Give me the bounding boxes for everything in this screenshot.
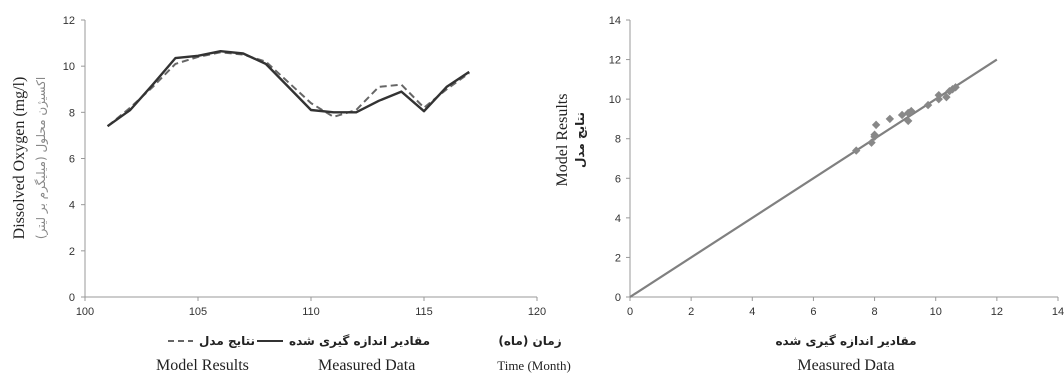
legend-model-results-persian: نتایج مدل xyxy=(199,334,255,348)
x-tick-label: 105 xyxy=(189,306,207,318)
y-tick-label: 0 xyxy=(69,292,75,304)
y-tick-label: 14 xyxy=(609,15,621,27)
x-tick-label: 8 xyxy=(872,306,878,318)
legend-measured-data-english: Measured Data xyxy=(318,357,415,374)
scatter-point xyxy=(897,110,907,120)
x-tick-label: 0 xyxy=(627,306,633,318)
y-axis-label-english: Dissolved Oxygen (mg/l) xyxy=(11,77,28,240)
scatter-point xyxy=(904,116,913,126)
scatter-point xyxy=(885,114,895,124)
y-tick-labels: 0 2 4 6 8 10 12 14 xyxy=(609,15,630,304)
x-axis-label-english: Measured Data xyxy=(797,357,894,374)
series-lines xyxy=(106,50,470,128)
x-tick-label: 120 xyxy=(528,306,546,318)
y-axis-label-english: Model Results xyxy=(554,94,571,187)
x-tick-label: 100 xyxy=(76,306,94,318)
y-tick-label: 8 xyxy=(615,134,621,146)
x-tick-label: 10 xyxy=(930,306,942,318)
x-tick-label: 6 xyxy=(810,306,816,318)
x-tick-label: 12 xyxy=(991,306,1003,318)
scatter-point xyxy=(907,106,916,116)
y-tick-label: 10 xyxy=(609,94,621,106)
scatter-point xyxy=(870,130,879,139)
x-tick-label: 4 xyxy=(749,306,755,318)
scatter-point xyxy=(871,120,881,130)
x-tick-labels: 100 105 110 115 120 xyxy=(76,297,546,318)
x-axis-label-persian: مقادیر اندازه گیری شده xyxy=(775,334,916,348)
series-line-measured-data xyxy=(106,50,470,128)
time-series-chart: 0 2 4 6 8 10 12 100 105 110 115 120 Dissolved Oxyg… xyxy=(11,15,571,374)
legend: نتایج مدل مقادیر اندازه گیری شده Model R… xyxy=(156,334,430,374)
x-tick-label: 115 xyxy=(415,306,433,318)
y-tick-label: 10 xyxy=(63,61,75,73)
y-tick-label: 2 xyxy=(615,252,621,264)
x-axis-label-english: Time (Month) xyxy=(497,358,571,373)
scatter-point xyxy=(942,92,951,102)
legend-model-results-english: Model Results xyxy=(156,357,249,374)
legend-measured-data-persian: مقادیر اندازه گیری شده xyxy=(289,334,430,348)
x-tick-label: 14 xyxy=(1052,306,1064,318)
y-tick-label: 6 xyxy=(615,173,621,185)
x-tick-labels: 0 2 4 6 8 10 12 14 xyxy=(627,297,1064,318)
y-tick-label: 4 xyxy=(615,213,621,225)
x-tick-label: 110 xyxy=(302,306,320,318)
x-axis-label-persian: زمان (ماه) xyxy=(498,334,561,348)
x-tick-label: 2 xyxy=(688,306,694,318)
y-axis-label-persian: اکسیژن محلول (میلیگرم بر لیتر) xyxy=(34,77,49,239)
scatter-points xyxy=(852,83,960,155)
scatter-point xyxy=(904,108,913,118)
y-tick-label: 6 xyxy=(69,154,75,166)
y-tick-label: 12 xyxy=(609,55,621,67)
scatter-point xyxy=(923,100,933,110)
y-tick-label: 4 xyxy=(69,200,75,212)
scatter-point xyxy=(951,83,960,92)
y-tick-label: 12 xyxy=(63,15,75,27)
y-tick-labels: 0 2 4 6 8 10 12 xyxy=(63,15,85,304)
scatter-chart: 0 2 4 6 8 10 12 14 0 2 4 6 8 10 12 14 Model Results نت… xyxy=(554,15,1064,374)
y-tick-label: 0 xyxy=(615,292,621,304)
scatter-point xyxy=(852,146,861,155)
series-line-model-results xyxy=(106,51,470,127)
y-tick-label: 2 xyxy=(69,246,75,258)
y-tick-label: 8 xyxy=(69,107,75,119)
y-axis-label-persian: نتایج مدل xyxy=(573,112,587,168)
scatter-point xyxy=(934,90,943,100)
scatter-point xyxy=(867,138,876,147)
